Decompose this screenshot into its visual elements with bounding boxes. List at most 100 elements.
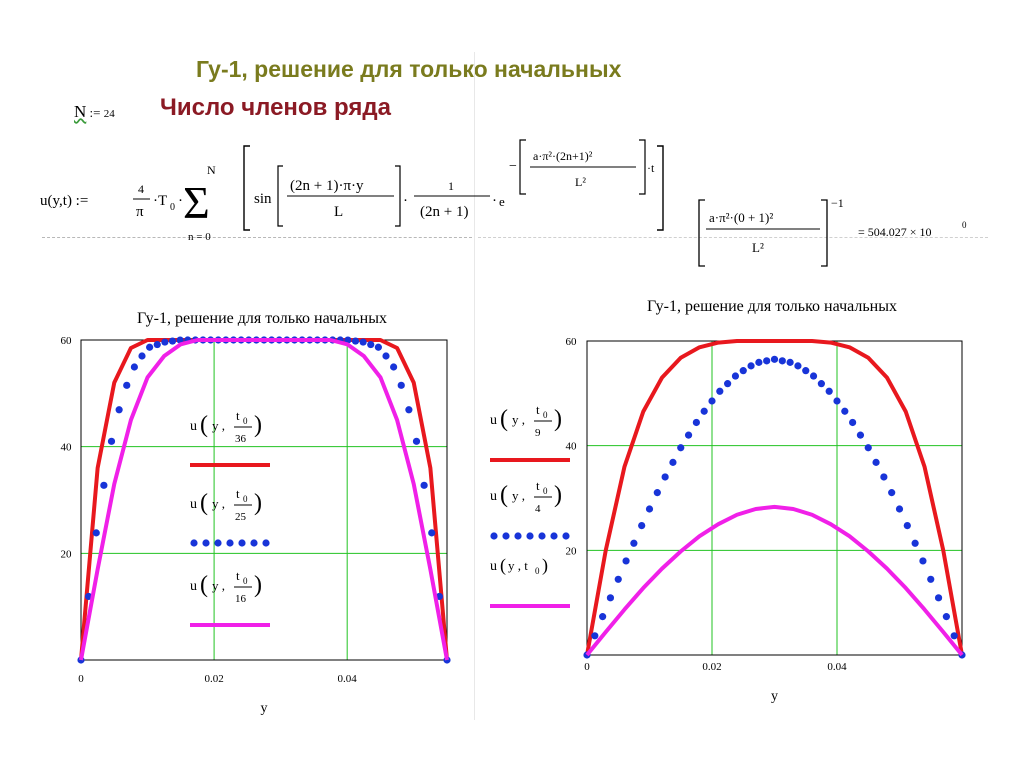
series-point (351, 337, 360, 345)
legend-label: u (490, 559, 497, 574)
series-point (872, 458, 880, 466)
legend-t0-subscript: 0 (243, 576, 248, 586)
n-value: 24 (103, 108, 115, 120)
series-point (591, 632, 599, 640)
dot-symbol: · (492, 193, 497, 209)
series-point (919, 557, 927, 565)
region-separator-right (478, 237, 988, 238)
legend-paren-right: ) (554, 482, 562, 508)
series-point (778, 357, 786, 365)
check-power: −1 (831, 196, 844, 210)
series-point (747, 362, 755, 370)
legend-swatch-dot (490, 532, 498, 540)
check-result: = 504.027 × 10 (858, 225, 932, 239)
series-point (390, 363, 398, 371)
legend-label: u (190, 419, 197, 434)
series-point (895, 505, 904, 513)
series-point (374, 343, 382, 351)
series-point (794, 362, 802, 370)
slide-title: Гу-1, решение для только начальных (196, 56, 622, 82)
series-point (716, 387, 724, 395)
series-point (950, 632, 958, 640)
legend-paren-left: ( (200, 412, 208, 438)
legend-swatch-dot (202, 539, 210, 547)
series-point (864, 444, 872, 452)
series-point (708, 397, 716, 405)
series-point (653, 489, 661, 497)
legend-divisor: 25 (235, 511, 247, 523)
series-point (599, 613, 607, 621)
legend-swatch-dot (550, 532, 558, 540)
legend-swatch-dot (250, 539, 258, 547)
legend-paren-right: ) (554, 406, 562, 432)
x-tick-label: 0 (78, 673, 84, 685)
legend-t0: t (536, 478, 540, 493)
series-point (763, 357, 771, 365)
legend-swatch-dot (562, 532, 570, 540)
x-tick-label: 0.04 (827, 661, 847, 673)
check-denominator: L² (752, 240, 764, 255)
series-point (942, 613, 950, 621)
t0-symbol: T (158, 193, 167, 209)
legend-divisor: 4 (535, 503, 541, 515)
exponent-bracket-right (639, 139, 646, 195)
legend-divisor: 9 (535, 427, 541, 439)
legend-label: u (490, 489, 497, 504)
sum-sign: Σ (183, 177, 210, 228)
legend-paren-left: ( (500, 406, 508, 432)
series-point (630, 539, 638, 547)
legend-swatch-dot (514, 532, 522, 540)
legend-swatch-dot (502, 532, 510, 540)
series-point (146, 343, 154, 351)
check-bracket-left (698, 199, 705, 267)
series-point (344, 336, 352, 344)
sum-upper-limit: N (207, 163, 216, 177)
legend-swatch-dot (526, 532, 534, 540)
dot-symbol: · (403, 193, 408, 209)
legend-argument: y , (212, 496, 225, 511)
n-symbol: N (74, 102, 87, 121)
check-numerator: a·π²·(0 + 1)² (709, 210, 773, 225)
x-axis-title: y (261, 701, 268, 716)
outer-bracket-left (243, 145, 250, 231)
y-tick-label: 20 (61, 548, 73, 560)
exponent-base: e (499, 194, 505, 209)
legend-paren-right: ) (254, 572, 262, 598)
series-point (786, 358, 794, 366)
series-point (911, 539, 919, 547)
series-point (684, 431, 693, 439)
legend-argument: y , (512, 412, 525, 427)
x-axis-title: y (771, 689, 778, 704)
inverse-denominator: (2n + 1) (420, 204, 468, 220)
check-result-exponent: 0 (962, 220, 967, 230)
series-point (692, 418, 700, 427)
legend-paren-right: ) (542, 555, 548, 576)
legend-t0: t (236, 486, 240, 501)
check-bracket-right (821, 199, 828, 267)
series-point (168, 337, 177, 345)
coefficient-denominator: π (136, 204, 144, 220)
legend-paren-right: ) (254, 490, 262, 516)
legend-swatch-dot (226, 539, 234, 547)
series-point (412, 437, 421, 445)
legend-paren-left: ( (500, 555, 506, 576)
series-point (115, 406, 123, 414)
plot-frame (80, 339, 448, 661)
sum-lower-limit: n = 0 (188, 231, 211, 243)
legend-swatch-dot (538, 532, 546, 540)
legend-divisor: 16 (235, 593, 247, 605)
series-point (428, 529, 436, 537)
legend-t0-subscript: 0 (543, 410, 548, 420)
legend-divisor: 36 (235, 433, 247, 445)
legend-argument: y , (512, 488, 525, 503)
legend-label: u (490, 413, 497, 428)
series-point (880, 473, 888, 481)
series-point (724, 380, 732, 388)
series-point (809, 372, 818, 380)
series-point (802, 367, 810, 375)
series-point (107, 437, 116, 445)
dot-symbol: · (153, 193, 158, 209)
legend-t0: t (536, 402, 540, 417)
chart-title: Гу-1, решение для только начальных (647, 298, 897, 315)
